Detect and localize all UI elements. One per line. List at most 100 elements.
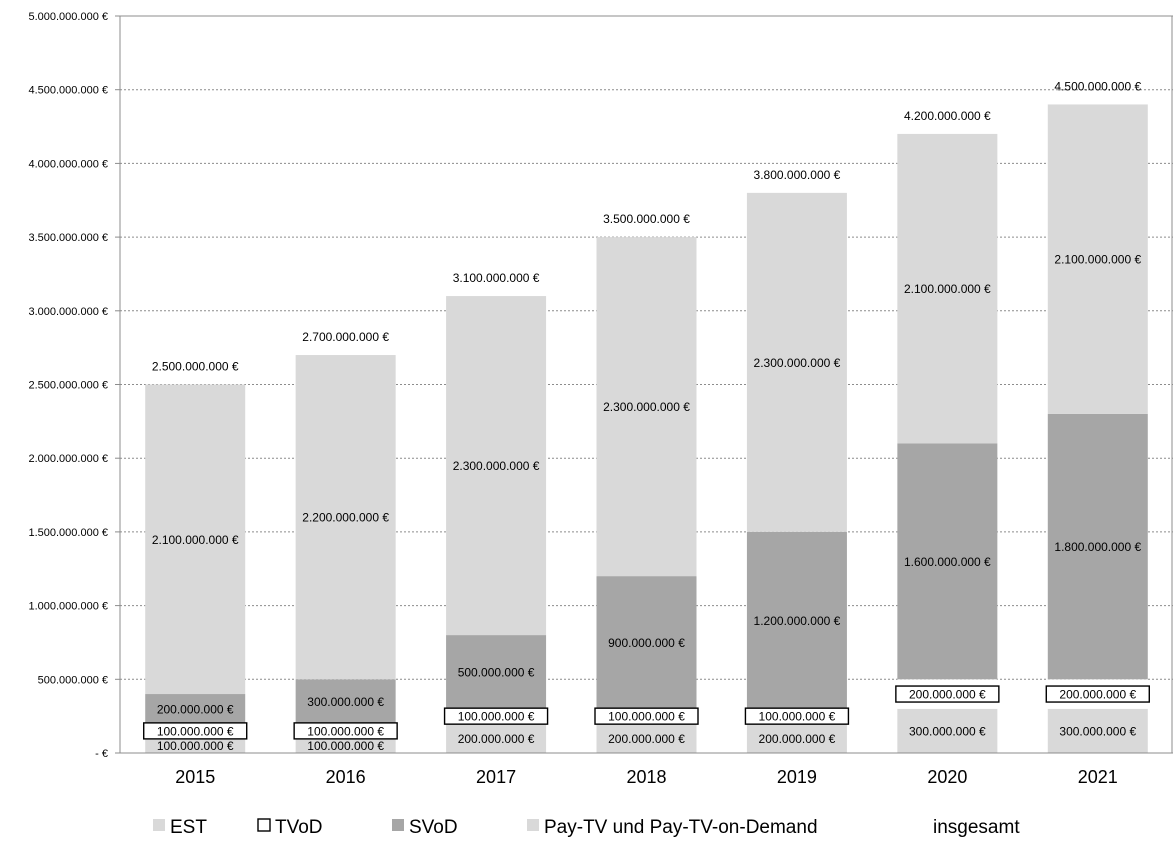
data-label: 200.000.000 € <box>157 702 234 716</box>
legend-label: Pay-TV und Pay-TV-on-Demand <box>544 817 818 838</box>
tvod-label-box <box>293 722 398 740</box>
bar-est-2015 <box>145 738 246 753</box>
data-label: 200.000.000 € <box>1059 688 1136 702</box>
data-label: 2.200.000.000 € <box>302 511 389 525</box>
bar-est-2020 <box>897 708 998 753</box>
total-label: 4.200.000.000 € <box>904 109 991 123</box>
data-label: 200.000.000 € <box>759 732 836 746</box>
legend-swatch <box>392 819 404 831</box>
x-tick-label: 2021 <box>1078 767 1118 787</box>
data-label: 200.000.000 € <box>458 732 535 746</box>
bar-pay-tv-und-pay-tv-on-demand-2017 <box>446 296 547 636</box>
bar-est-2018 <box>596 723 697 753</box>
data-label: 200.000.000 € <box>909 688 986 702</box>
legend-swatch <box>257 818 271 832</box>
bar-stacks <box>145 104 1148 753</box>
tvod-label-box <box>594 707 699 725</box>
y-tick-label: 4.000.000.000 € <box>28 158 108 170</box>
x-axis: 2015 2016 2017 2018 2019 2020 2021 <box>175 767 1118 787</box>
x-tick-label: 2015 <box>175 767 215 787</box>
legend-item: TVoD <box>257 817 323 838</box>
x-tick-label: 2020 <box>927 767 967 787</box>
x-tick-label: 2018 <box>626 767 666 787</box>
y-tick-label: 500.000.000 € <box>38 674 108 686</box>
data-label: 100.000.000 € <box>458 710 535 724</box>
legend-item: SVoD <box>392 817 458 838</box>
bar-est-2019 <box>746 723 847 753</box>
x-tick-label: 2016 <box>326 767 366 787</box>
legend-item: insgesamt <box>933 817 1020 838</box>
data-label: 1.600.000.000 € <box>904 555 991 569</box>
data-label: 1.800.000.000 € <box>1054 540 1141 554</box>
total-label: 2.700.000.000 € <box>302 330 389 344</box>
y-tick-label: 3.500.000.000 € <box>28 232 108 244</box>
bar-est-2016 <box>295 738 396 753</box>
total-label: 3.100.000.000 € <box>453 271 540 285</box>
data-label: 100.000.000 € <box>157 739 234 753</box>
bar-pay-tv-und-pay-tv-on-demand-2020 <box>897 133 998 444</box>
tvod-label-box <box>744 707 850 725</box>
x-tick-label: 2017 <box>476 767 516 787</box>
total-label: 4.500.000.000 € <box>1054 79 1141 93</box>
legend-item: Pay-TV und Pay-TV-on-Demand <box>527 817 818 838</box>
data-label: 300.000.000 € <box>1059 724 1136 738</box>
y-tick-label: 2.000.000.000 € <box>28 453 108 465</box>
data-label: 2.100.000.000 € <box>904 282 991 296</box>
data-label: 100.000.000 € <box>307 739 384 753</box>
y-tick-label: 5.000.000.000 € <box>28 11 108 23</box>
total-label: 3.800.000.000 € <box>754 168 841 182</box>
bar-pay-tv-und-pay-tv-on-demand-2019 <box>746 192 847 532</box>
legend-swatch <box>153 819 165 831</box>
legend-label: TVoD <box>275 817 323 838</box>
data-label: 2.100.000.000 € <box>1054 253 1141 267</box>
data-label: 100.000.000 € <box>608 710 685 724</box>
bar-svod-2018 <box>596 576 697 709</box>
legend-label: EST <box>170 817 207 838</box>
data-labels: 100.000.000 €100.000.000 €200.000.000 €2… <box>143 79 1150 753</box>
data-label: 200.000.000 € <box>608 732 685 746</box>
y-tick-label: 3.000.000.000 € <box>28 306 108 318</box>
y-tick-label: 1.000.000.000 € <box>28 601 108 613</box>
data-label: 300.000.000 € <box>909 724 986 738</box>
bar-pay-tv-und-pay-tv-on-demand-2016 <box>295 355 396 680</box>
total-label: 2.500.000.000 € <box>152 360 239 374</box>
data-label: 2.100.000.000 € <box>152 533 239 547</box>
tvod-label-box <box>895 685 1000 703</box>
tvod-label-box <box>143 722 248 740</box>
legend-label: insgesamt <box>933 817 1020 838</box>
data-label: 500.000.000 € <box>458 665 535 679</box>
tvod-label-box <box>443 707 549 725</box>
bar-svod-2020 <box>897 443 998 680</box>
bar-pay-tv-und-pay-tv-on-demand-2021 <box>1047 104 1148 414</box>
bar-svod-2017 <box>446 635 547 709</box>
data-label: 100.000.000 € <box>157 724 234 738</box>
y-tick-label: 2.500.000.000 € <box>28 380 108 392</box>
data-label: 900.000.000 € <box>608 636 685 650</box>
data-label: 300.000.000 € <box>307 695 384 709</box>
bar-svod-2019 <box>746 531 847 709</box>
bar-svod-2021 <box>1047 413 1148 680</box>
data-label: 2.300.000.000 € <box>754 356 841 370</box>
y-tick-label: 1.500.000.000 € <box>28 527 108 539</box>
y-tick-label: - € <box>95 748 108 760</box>
legend-item: EST <box>153 817 207 838</box>
legend-label: SVoD <box>409 817 458 838</box>
y-tick-label: 4.500.000.000 € <box>28 85 108 97</box>
y-axis: - € 500.000.000 € 1.000.000.000 € 1.500.000… <box>28 11 120 760</box>
data-label: 100.000.000 € <box>307 724 384 738</box>
bar-est-2017 <box>446 723 547 753</box>
bar-svod-2015 <box>145 694 246 724</box>
total-label: 3.500.000.000 € <box>603 212 690 226</box>
bar-svod-2016 <box>295 679 396 724</box>
data-label: 100.000.000 € <box>759 710 836 724</box>
data-label: 1.200.000.000 € <box>754 614 841 628</box>
tvod-label-box <box>1045 685 1150 703</box>
bar-pay-tv-und-pay-tv-on-demand-2015 <box>145 384 246 695</box>
legend-swatch <box>527 819 539 831</box>
x-tick-label: 2019 <box>777 767 817 787</box>
bar-est-2021 <box>1047 708 1148 753</box>
data-label: 2.300.000.000 € <box>453 459 540 473</box>
legend: EST TVoD SVoD Pay-TV und Pay-TV-on-Demand in… <box>153 817 1020 838</box>
data-label: 2.300.000.000 € <box>603 400 690 414</box>
